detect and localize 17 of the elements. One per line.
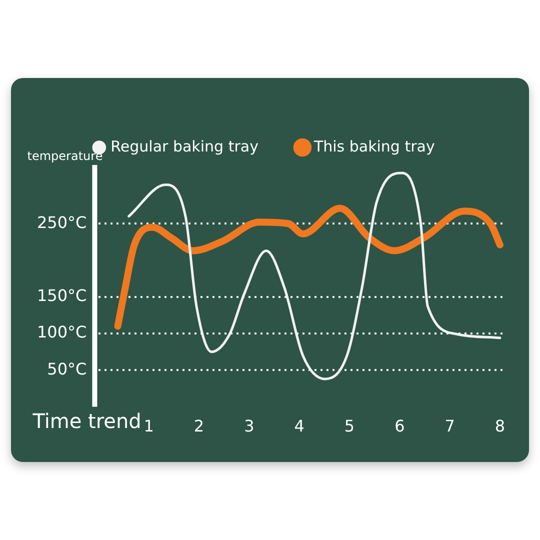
y-tick-label: 100°C [36, 322, 87, 342]
x-tick-label: 7 [444, 416, 455, 436]
y-tick-label: 150°C [36, 286, 87, 306]
x-tick-label: 5 [344, 416, 355, 436]
x-tick-label: 6 [394, 416, 405, 436]
x-tick-label: 3 [244, 416, 254, 436]
y-axis-title: temperature [27, 149, 103, 164]
y-tick-label: 50°C [47, 359, 87, 378]
x-tick-label: 8 [494, 416, 506, 436]
legend-label: Regular baking tray [110, 137, 259, 156]
line-series [128, 172, 502, 380]
x-axis-title: Time trend [32, 409, 142, 434]
x-tick-label: 1 [144, 416, 154, 436]
legend-label: This baking tray [312, 137, 435, 156]
x-tick-label: 4 [294, 416, 304, 436]
x-tick-label: 2 [194, 416, 204, 436]
y-tick-label: 250°C [36, 212, 87, 232]
